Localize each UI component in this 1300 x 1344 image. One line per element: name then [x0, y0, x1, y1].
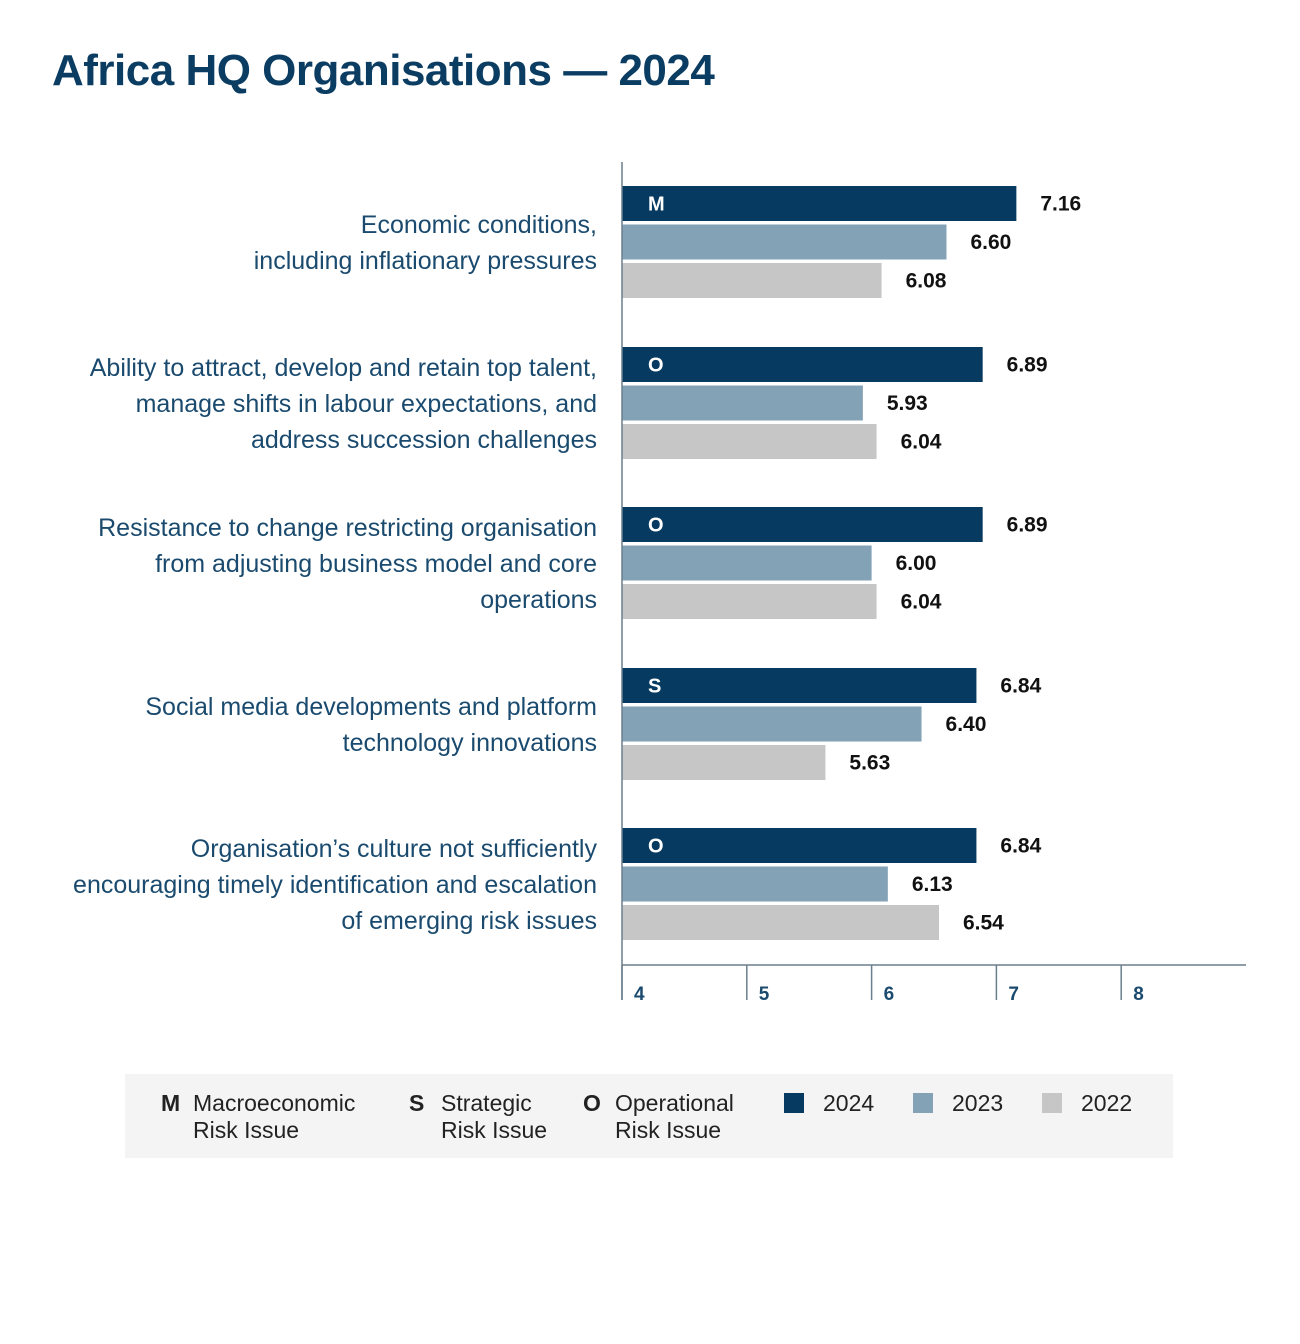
legend: M Macroeconomic Risk Issue S Strategic R… [125, 1074, 1173, 1158]
value-label: 6.84 [1000, 835, 1041, 858]
x-tick-label: 7 [1008, 984, 1019, 1005]
category-label: Social media developments and platform te… [145, 693, 597, 757]
bar-2024 [622, 507, 983, 542]
category-label: Resistance to change restricting organis… [98, 514, 597, 614]
legend-swatch-2022 [1042, 1093, 1062, 1113]
bar-2024 [622, 186, 1017, 221]
legend-item-2022: 2022 [1042, 1090, 1132, 1117]
legend-label: 2023 [952, 1090, 1004, 1116]
risk-type-label: O [648, 355, 664, 377]
legend-item-macroeconomic: M Macroeconomic Risk Issue [161, 1090, 355, 1144]
bar-2023 [622, 706, 922, 742]
risk-type-label: M [648, 194, 665, 216]
legend-key: M [161, 1090, 181, 1116]
legend-item-operational: O Operational Risk Issue [583, 1090, 734, 1144]
bar-2023 [622, 224, 947, 260]
bar-chart: Economic conditions, including inflationa… [73, 162, 1246, 1005]
value-label: 5.63 [849, 752, 890, 775]
bar-2024 [622, 347, 983, 382]
legend-swatch-2024 [784, 1093, 804, 1113]
bar-2022 [622, 424, 877, 459]
bar-2024 [622, 668, 977, 703]
value-label: 6.04 [901, 431, 942, 454]
legend-key: O [583, 1090, 601, 1116]
category-label: Economic conditions, including inflationa… [254, 211, 597, 275]
value-label: 6.13 [912, 873, 953, 896]
legend-label: Macroeconomic Risk Issue [193, 1090, 356, 1143]
bar-2023 [622, 545, 872, 581]
value-label: 6.00 [896, 552, 937, 575]
legend-label: Operational Risk Issue [615, 1090, 734, 1143]
risk-type-label: O [648, 515, 664, 537]
legend-key: S [409, 1090, 425, 1116]
legend-item-strategic: S Strategic Risk Issue [409, 1090, 547, 1144]
legend-swatch-2023 [913, 1093, 933, 1113]
value-label: 6.60 [970, 231, 1011, 254]
value-label: 6.89 [1007, 354, 1048, 377]
category-label: Ability to attract, develop and retain t… [90, 354, 597, 454]
bar-2024 [622, 828, 977, 863]
bar-2022 [622, 905, 939, 940]
value-label: 6.04 [901, 591, 942, 614]
bar-2023 [622, 385, 863, 421]
value-label: 7.16 [1040, 193, 1081, 216]
legend-item-2024: 2024 [784, 1090, 874, 1117]
bar-2022 [622, 263, 882, 298]
page-title: Africa HQ Organisations — 2024 [52, 46, 715, 95]
legend-item-2023: 2023 [913, 1090, 1003, 1117]
bar-2022 [622, 745, 826, 780]
legend-label: 2022 [1081, 1090, 1133, 1116]
legend-label: 2024 [823, 1090, 875, 1116]
bar-2022 [622, 584, 877, 619]
value-label: 6.89 [1007, 514, 1048, 537]
value-label: 6.84 [1000, 675, 1041, 698]
x-tick-label: 5 [759, 984, 770, 1005]
value-label: 6.54 [963, 912, 1004, 935]
bar-2023 [622, 866, 888, 902]
x-tick-label: 4 [634, 984, 645, 1005]
value-label: 6.08 [906, 270, 947, 293]
x-tick-label: 8 [1133, 984, 1144, 1005]
value-label: 5.93 [887, 392, 928, 415]
value-label: 6.40 [946, 713, 987, 736]
risk-type-label: O [648, 836, 664, 858]
risk-type-label: S [648, 676, 661, 698]
x-tick-label: 6 [884, 984, 895, 1005]
category-label: Organisation’s culture not sufficiently e… [73, 835, 597, 935]
legend-label: Strategic Risk Issue [441, 1090, 548, 1143]
